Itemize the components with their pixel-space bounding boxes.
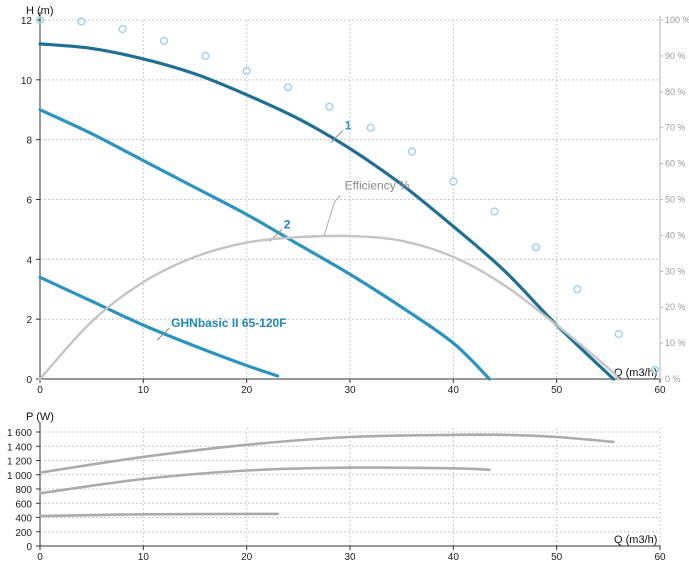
curve-leader — [156, 327, 170, 341]
operating-range-dot — [490, 207, 499, 216]
x-tick-label: 30 — [344, 385, 356, 396]
power-chart: 0 200 400 600 800 1 000 1 200 1 400 1 600 0 10 20 30… — [7, 411, 666, 563]
efficiency-leader — [323, 195, 341, 236]
operating-range-dot — [325, 102, 334, 111]
x-axis-title: Q (m3/h) — [614, 367, 657, 379]
x-tick-label: 60 — [654, 552, 666, 563]
y-tick-label: 1 200 — [7, 457, 32, 468]
y-tick-label: 1 600 — [7, 428, 32, 439]
head-curve-1 — [38, 108, 492, 381]
power-curve-0 — [38, 433, 615, 474]
x-tick-label: 60 — [654, 385, 666, 396]
power-curve-1 — [38, 466, 491, 495]
y2-tick-label: 80 % — [665, 87, 686, 97]
y-tick-label: 4 — [26, 255, 32, 266]
y-tick-label: 2 — [26, 315, 32, 326]
efficiency-label: Efficiency % — [345, 179, 410, 193]
x-tick-label: 30 — [344, 552, 356, 563]
y-tick-label: 600 — [15, 499, 32, 510]
y-tick-label: 1 400 — [7, 442, 32, 453]
operating-range-dot — [573, 285, 582, 294]
curve-leader — [330, 130, 344, 144]
x-tick-label: 50 — [551, 552, 563, 563]
y-tick-label: 800 — [15, 485, 32, 496]
y2-tick-label: 100 % — [665, 15, 689, 25]
y-tick-label: 8 — [26, 136, 32, 147]
x-tick-label: 0 — [37, 385, 43, 396]
y2-tick-label: 50 % — [665, 195, 686, 205]
y2-tick-label: 20 % — [665, 302, 686, 312]
operating-range-dot — [35, 15, 45, 25]
y-tick-label: 1 000 — [7, 471, 32, 482]
x-tick-label: 20 — [241, 552, 253, 563]
y2-tick-label: 70 % — [665, 123, 686, 133]
y-tick-label: 0 — [26, 542, 32, 553]
y-axis-title: P (W) — [26, 411, 54, 423]
operating-range-dot — [366, 123, 375, 132]
y2-tick-label: 0 % — [665, 374, 681, 384]
x-tick-label: 10 — [138, 385, 150, 396]
x-tick-label: 50 — [551, 385, 563, 396]
x-tick-label: 10 — [138, 552, 150, 563]
curve-label-1: 2 — [284, 217, 291, 231]
y2-tick-label: 10 % — [665, 338, 686, 348]
operating-range-dot — [201, 51, 210, 61]
x-tick-label: 40 — [448, 552, 460, 563]
operating-range-dot — [614, 330, 623, 339]
y-tick-label: 400 — [15, 514, 32, 525]
head-curve-0 — [38, 42, 616, 381]
head-curve-2 — [38, 275, 280, 378]
power-curve-2 — [38, 512, 279, 518]
x-tick-label: 20 — [241, 385, 253, 396]
operating-range-dot — [650, 365, 659, 375]
y-axis-title: H (m) — [26, 5, 54, 17]
x-tick-label: 0 — [37, 552, 43, 563]
y2-tick-label: 40 % — [665, 230, 686, 240]
x-tick-label: 40 — [448, 385, 460, 396]
y-tick-label: 200 — [15, 528, 32, 539]
curve-label-0: 1 — [345, 119, 352, 133]
y2-tick-label: 60 % — [665, 159, 686, 169]
operating-range-dot — [159, 36, 169, 46]
operating-range-dot — [531, 243, 541, 252]
operating-range-dot — [283, 83, 293, 92]
y-tick-label: 10 — [21, 76, 33, 87]
curve-label-2: GHNbasic II 65-120F — [171, 316, 286, 330]
operating-range-dot — [449, 177, 458, 186]
y-tick-label: 12 — [21, 16, 33, 27]
efficiency-curve — [38, 234, 620, 381]
operating-range-dot — [407, 147, 417, 156]
y-tick-label: 0 — [26, 375, 32, 386]
operating-range-dot — [118, 24, 127, 34]
y2-tick-label: 90 % — [665, 51, 686, 61]
operating-range-dot — [77, 17, 86, 26]
operating-range-dot — [242, 66, 251, 75]
y2-tick-label: 30 % — [665, 266, 686, 276]
x-axis-title: Q (m3/h) — [614, 534, 657, 546]
y-tick-label: 6 — [26, 196, 32, 207]
